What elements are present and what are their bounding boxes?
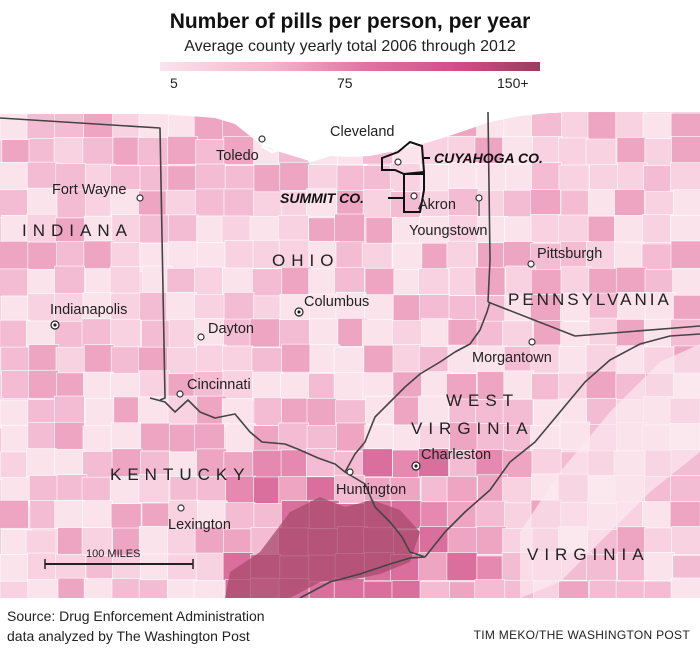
city-marker-youngstown [475, 194, 483, 202]
state-label-pennsylvania: PENNSYLVANIA [508, 290, 672, 309]
city-marker-morgantown [528, 338, 536, 346]
state-label-indiana: INDIANA [22, 221, 133, 240]
city-markers [136, 135, 536, 512]
city-marker-toledo [258, 135, 266, 143]
source-line-2: data analyzed by The Washington Post [7, 628, 250, 644]
city-marker-pittsburgh [527, 260, 535, 268]
state-label-west-virginia: VIRGINIA [411, 419, 534, 438]
city-label-dayton: Dayton [208, 321, 254, 337]
state-borders [0, 112, 700, 598]
ohio-river [149, 301, 491, 473]
city-label-morgantown: Morgantown [472, 350, 552, 366]
county-label-cuyahoga: CUYAHOGA CO. [434, 150, 543, 166]
indiana-ohio-border [0, 117, 166, 401]
legend-min-label: 5 [170, 75, 178, 91]
city-label-fort-wayne: Fort Wayne [52, 182, 126, 198]
city-marker-akron [410, 192, 418, 200]
source-note: Source: Drug Enforcement Administration … [7, 606, 265, 646]
state-label-kentucky: KENTUCKY [110, 465, 251, 484]
credit-line: TIM MEKO/THE WASHINGTON POST [473, 628, 690, 642]
city-label-indianapolis: Indianapolis [50, 302, 127, 318]
highlighted-county-outlines [381, 140, 426, 213]
city-label-charleston: Charleston [421, 447, 491, 463]
capital-markers [50, 307, 421, 471]
county-map: INDIANA OHIO PENNSYLVANIA WEST VIRGINIA … [0, 112, 700, 598]
map-subtitle: Average county yearly total 2006 through… [184, 38, 516, 55]
lake-erie [0, 112, 700, 162]
pennsylvania-wv-border [487, 301, 700, 337]
city-label-cleveland: Cleveland [330, 124, 395, 140]
map-title: Number of pills per person, per year [169, 10, 531, 33]
wv-virginia-border [424, 333, 700, 558]
cuyahoga-county-outline [381, 140, 426, 176]
county-label-summit: SUMMIT CO. [280, 190, 364, 206]
city-label-toledo: Toledo [216, 148, 259, 164]
city-marker-huntington [346, 468, 354, 476]
city-label-lexington: Lexington [168, 517, 231, 533]
city-label-akron: Akron [418, 197, 456, 213]
scale-bar: 100 MILES [44, 548, 194, 569]
city-label-cincinnati: Cincinnati [187, 377, 251, 393]
city-label-columbus: Columbus [304, 294, 369, 310]
state-label-virginia: VIRGINIA [527, 545, 650, 564]
county-tiles [0, 112, 700, 598]
source-line-1: Source: Drug Enforcement Administration [7, 608, 265, 624]
city-marker-dayton [197, 333, 205, 341]
city-marker-lexington [177, 504, 185, 512]
kentucky-virginia-border [299, 556, 426, 598]
city-marker-fort-wayne [136, 194, 144, 202]
legend-gradient-bar [160, 62, 540, 71]
city-marker-cleveland [394, 158, 402, 166]
legend-max-label: 150+ [497, 75, 529, 91]
city-label-huntington: Huntington [336, 482, 406, 498]
city-marker-cincinnati [176, 390, 184, 398]
scale-bar-label: 100 MILES [86, 548, 140, 560]
legend-mid-label: 75 [337, 75, 353, 91]
kentucky-wv-border [344, 471, 426, 558]
city-label-pittsburgh: Pittsburgh [537, 246, 602, 262]
state-label-ohio: OHIO [272, 251, 339, 270]
ohio-pennsylvania-border [487, 112, 491, 303]
state-label-west: WEST [446, 391, 519, 410]
city-label-youngstown: Youngstown [409, 223, 487, 239]
summit-county-outline [403, 173, 425, 213]
